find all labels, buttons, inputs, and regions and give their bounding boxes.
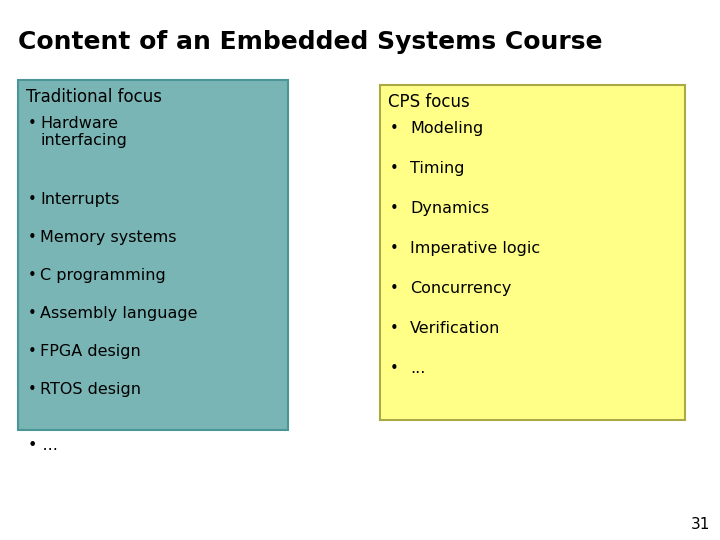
Text: ...: ... xyxy=(410,361,426,376)
Text: •: • xyxy=(28,268,37,283)
Text: •: • xyxy=(28,344,37,359)
Text: RTOS design: RTOS design xyxy=(40,382,141,397)
Text: •: • xyxy=(390,201,399,216)
Text: 31: 31 xyxy=(690,517,710,532)
Text: •: • xyxy=(28,382,37,397)
Text: Assembly language: Assembly language xyxy=(40,306,197,321)
Text: C programming: C programming xyxy=(40,268,166,283)
Text: Timing: Timing xyxy=(410,161,464,176)
Text: •: • xyxy=(390,161,399,176)
Text: •: • xyxy=(390,321,399,336)
Text: •: • xyxy=(28,116,37,131)
Text: Hardware
interfacing: Hardware interfacing xyxy=(40,116,127,148)
Text: Interrupts: Interrupts xyxy=(40,192,120,207)
Text: •: • xyxy=(28,192,37,207)
Polygon shape xyxy=(380,85,685,420)
Text: Concurrency: Concurrency xyxy=(410,281,511,296)
Text: Modeling: Modeling xyxy=(410,121,483,136)
Text: • ...: • ... xyxy=(28,438,58,453)
Text: Dynamics: Dynamics xyxy=(410,201,489,216)
Text: Traditional focus: Traditional focus xyxy=(26,88,162,106)
Text: •: • xyxy=(390,281,399,296)
Text: Imperative logic: Imperative logic xyxy=(410,241,540,256)
Text: Content of an Embedded Systems Course: Content of an Embedded Systems Course xyxy=(18,30,603,54)
Text: FPGA design: FPGA design xyxy=(40,344,140,359)
Text: •: • xyxy=(390,361,399,376)
Text: Verification: Verification xyxy=(410,321,500,336)
Text: •: • xyxy=(28,306,37,321)
Text: •: • xyxy=(390,241,399,256)
Text: •: • xyxy=(390,121,399,136)
Polygon shape xyxy=(18,80,288,430)
Text: •: • xyxy=(28,230,37,245)
Text: Memory systems: Memory systems xyxy=(40,230,176,245)
Text: CPS focus: CPS focus xyxy=(388,93,469,111)
